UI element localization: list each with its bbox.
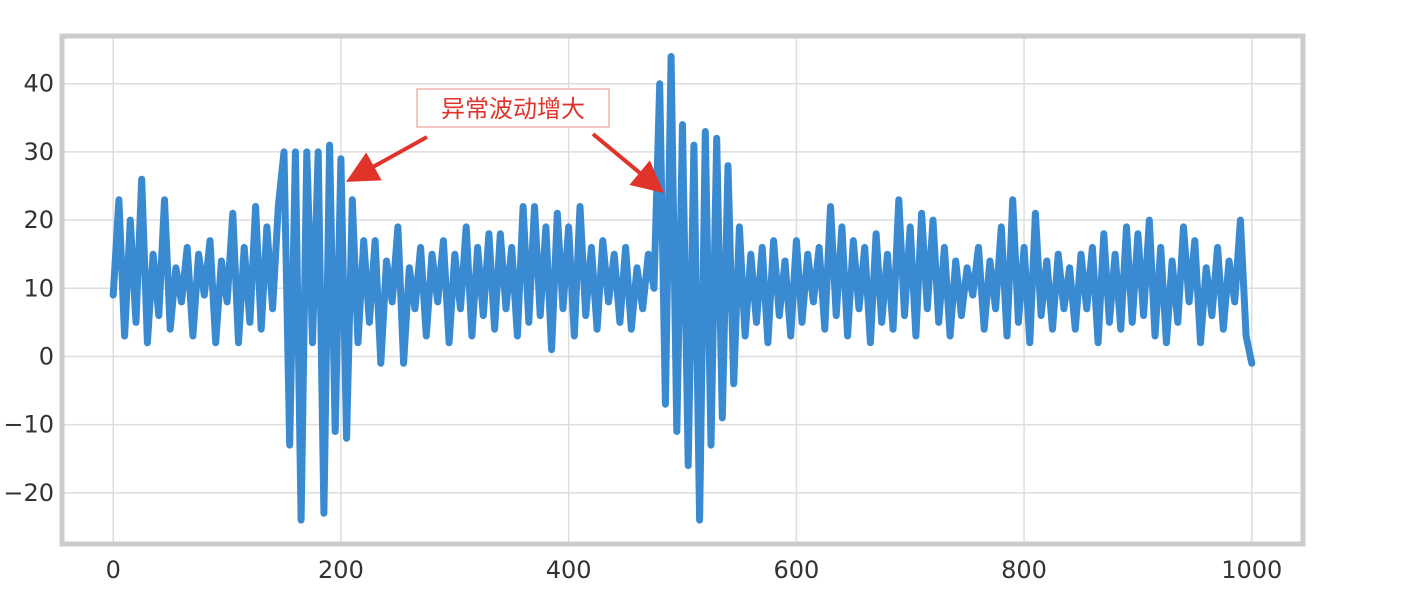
y-tick-label: 10 xyxy=(23,274,54,302)
y-tick-label: 40 xyxy=(23,70,54,98)
tick-labels: 0 200 400 600 800 1000 −20 −10 0 10 20 30 40 xyxy=(3,70,1282,584)
y-tick-label: −20 xyxy=(3,479,54,507)
annotation-arrow-left xyxy=(346,135,428,182)
annotation: 异常波动增大 xyxy=(346,88,665,194)
annotation-arrow-right xyxy=(591,132,665,194)
x-tick-label: 0 xyxy=(106,556,121,584)
plot-frame xyxy=(59,33,1306,547)
y-tick-label: 30 xyxy=(23,138,54,166)
y-tick-label: −10 xyxy=(3,411,54,439)
x-tick-label: 800 xyxy=(1001,556,1047,584)
x-tick-label: 400 xyxy=(546,556,592,584)
annotation-box xyxy=(416,88,610,128)
series-layer xyxy=(109,53,1256,524)
y-tick-label: 20 xyxy=(23,206,54,234)
y-tick-label: 0 xyxy=(39,342,54,370)
series-line-1 xyxy=(109,53,1256,524)
x-tick-label: 1000 xyxy=(1221,556,1282,584)
x-tick-label: 200 xyxy=(318,556,364,584)
x-tick-label: 600 xyxy=(773,556,819,584)
annotation-text: 异常波动增大 xyxy=(441,95,585,123)
